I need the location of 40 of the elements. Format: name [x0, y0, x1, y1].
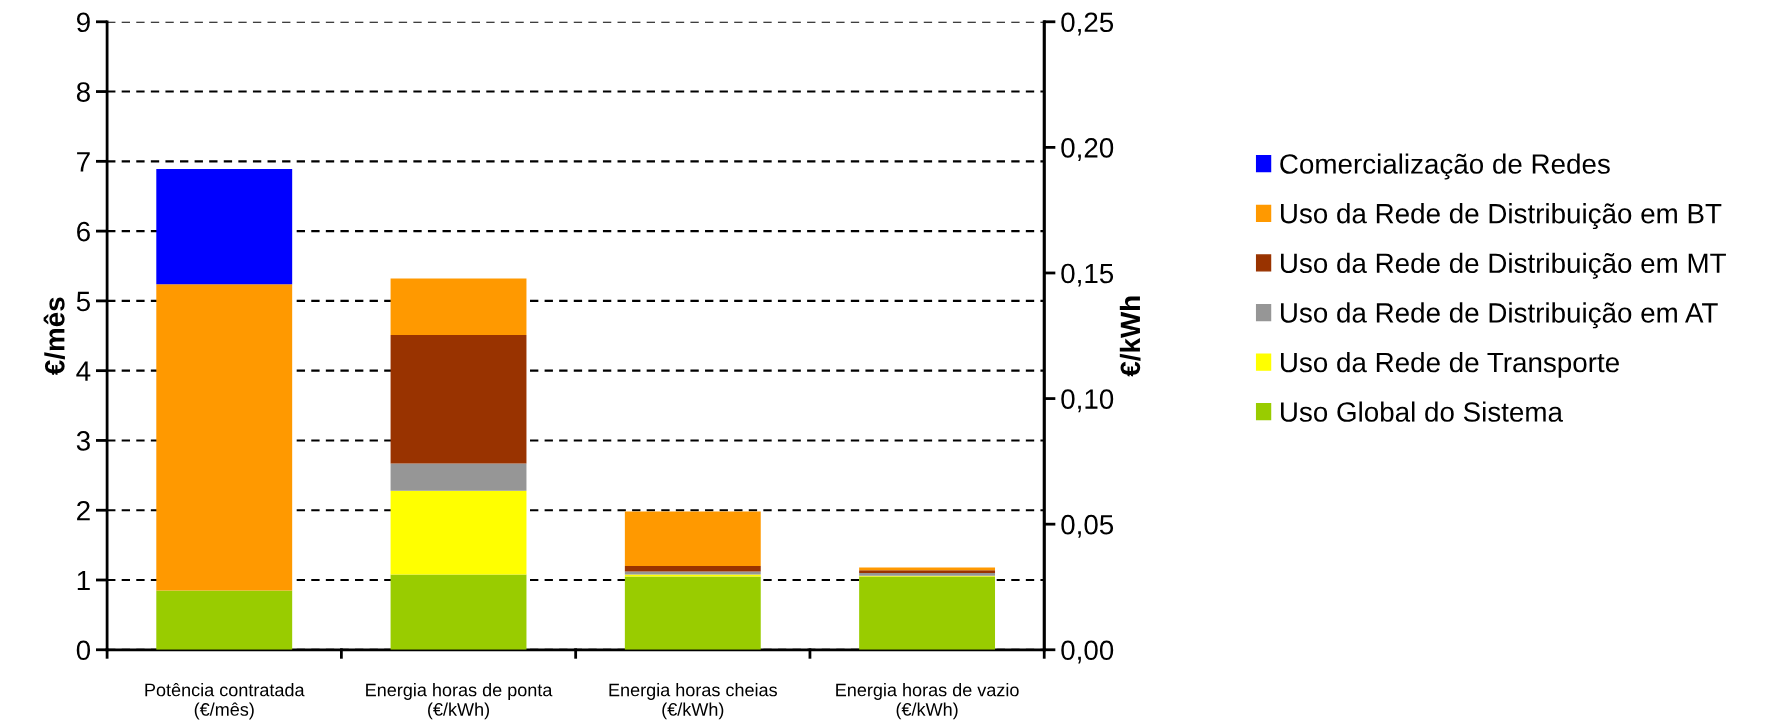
- y-tick-label: 4: [76, 361, 91, 381]
- y2-tick-label: 0,05: [1061, 514, 1114, 538]
- bar: [624, 576, 761, 650]
- y-tick-label: 3: [76, 431, 90, 451]
- x-tick-label: Energia horas cheias (€/kWh): [609, 683, 777, 720]
- bar: [390, 574, 527, 650]
- y-tick-label: 8: [76, 82, 90, 102]
- y2-tick-label: 0,00: [1061, 640, 1114, 664]
- y-tick-label: 9: [76, 12, 90, 33]
- y-tick-label: 7: [77, 152, 90, 172]
- bar: [390, 278, 527, 336]
- y-tick-label: 2: [77, 500, 90, 521]
- bar: [390, 335, 527, 464]
- bar: [390, 463, 527, 491]
- y-tick-label: 1: [77, 570, 90, 591]
- legend-label: Comercialização de Redes: [1280, 153, 1610, 180]
- legend-label: Uso da Rede de Distribuição em BT: [1281, 203, 1722, 230]
- bar: [624, 566, 761, 572]
- legend-label: Uso da Rede de Distribuição em MT: [1281, 252, 1726, 279]
- y2-tick-label: 0,10: [1061, 389, 1114, 413]
- x-tick-label: Potência contratada (€/mês): [145, 683, 305, 720]
- x-tick-label: Energia horas de vazio (€/kWh): [836, 683, 1019, 720]
- y-tick-label: 5: [76, 291, 90, 312]
- legend-label: Uso da Rede de Distribuição em AT: [1281, 302, 1718, 329]
- x-tick-label: Energia horas de ponta (€/kWh): [366, 683, 553, 720]
- y2-axis-title: €/kWh: [1119, 296, 1141, 377]
- legend-label: Uso Global do Sistema: [1281, 401, 1563, 422]
- bar: [156, 169, 293, 285]
- bar: [390, 490, 527, 575]
- y2-tick-label: 0,20: [1061, 138, 1114, 161]
- y2-tick-label: 0,15: [1061, 263, 1114, 287]
- y-tick-label: 0: [76, 640, 91, 661]
- bar: [156, 284, 293, 591]
- bar: [859, 576, 996, 650]
- y-tick-label: 6: [77, 221, 90, 242]
- bar: [624, 511, 761, 567]
- y-axis-title: €/mês: [43, 297, 65, 376]
- y2-tick-label: 0,25: [1061, 12, 1114, 36]
- legend-label: Uso da Rede de Transporte: [1281, 351, 1619, 378]
- bar: [156, 590, 293, 650]
